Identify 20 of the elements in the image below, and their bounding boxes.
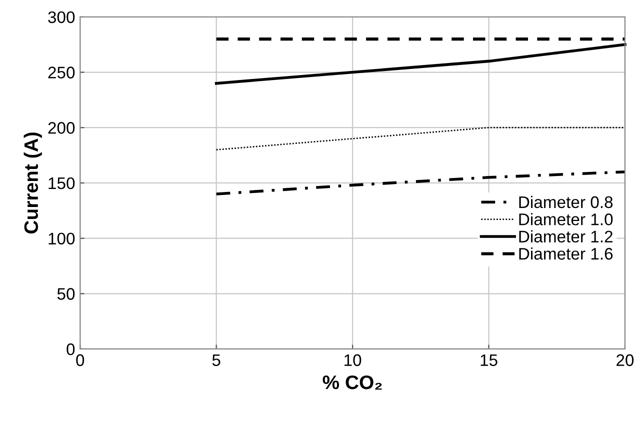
x-tick-label: 5 — [212, 354, 220, 366]
y-tick-label: 100 — [48, 232, 75, 244]
legend-label: Diameter 1.6 — [519, 247, 613, 260]
y-tick-label: 0 — [66, 343, 75, 356]
y-tick-label: 250 — [48, 66, 75, 78]
x-tick-label: 15 — [480, 354, 498, 366]
x-tick-label: 10 — [344, 354, 362, 366]
x-tick-label: 20 — [616, 354, 634, 366]
line-series — [214, 170, 626, 196]
x-axis-title: % CO₂ — [322, 375, 382, 390]
y-tick-label: 150 — [48, 177, 75, 190]
y-tick-label: 50 — [57, 288, 75, 300]
legend-label: Diameter 0.8 — [519, 196, 613, 208]
legend-label: Diameter 1.2 — [519, 230, 612, 243]
y-tick-label: 300 — [48, 11, 75, 24]
legend-label: Diameter 1.0 — [519, 213, 613, 226]
y-axis-title: Current (A) — [24, 132, 42, 234]
x-tick-label: 0 — [76, 354, 84, 366]
y-tick-label: 200 — [48, 122, 75, 134]
line-series — [214, 43, 626, 85]
